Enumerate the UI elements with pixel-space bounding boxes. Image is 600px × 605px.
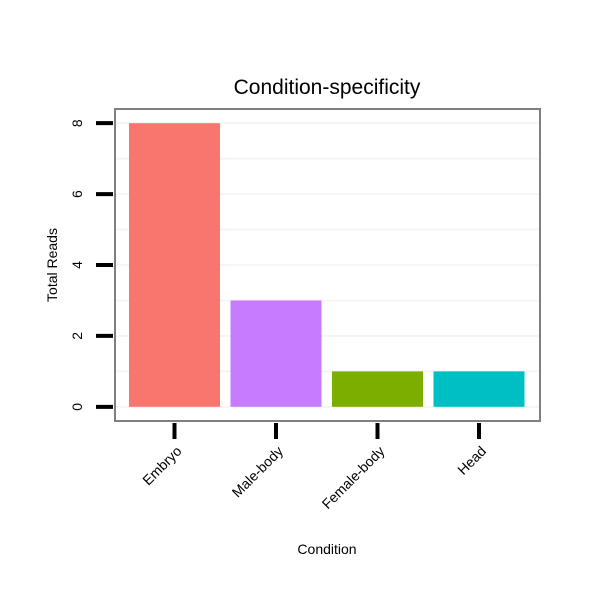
panel-border: [114, 108, 541, 422]
y-axis: 0 2 4 6 8: [69, 119, 113, 411]
chart-title: Condition-specificity: [234, 76, 421, 99]
bar-head: [433, 371, 525, 407]
x-tick-label: Embryo: [139, 443, 185, 489]
y-tick-label: 4: [69, 261, 85, 269]
x-axis: Embryo Male-body Female-body Head: [139, 423, 489, 512]
y-tick-label: 8: [69, 119, 85, 127]
x-tick-label: Female-body: [319, 443, 388, 512]
x-axis-label: Condition: [297, 541, 356, 557]
y-tick-label: 6: [69, 190, 85, 198]
y-axis-label: Total Reads: [44, 228, 60, 302]
bar-embryo: [129, 123, 220, 407]
bar-male-body: [230, 300, 322, 407]
bars: [129, 123, 525, 407]
y-tick-label: 2: [69, 332, 85, 340]
bar-female-body: [332, 371, 423, 407]
y-tick-label: 0: [69, 403, 85, 411]
x-tick-label: Male-body: [229, 443, 287, 501]
x-tick-label: Head: [454, 443, 489, 478]
